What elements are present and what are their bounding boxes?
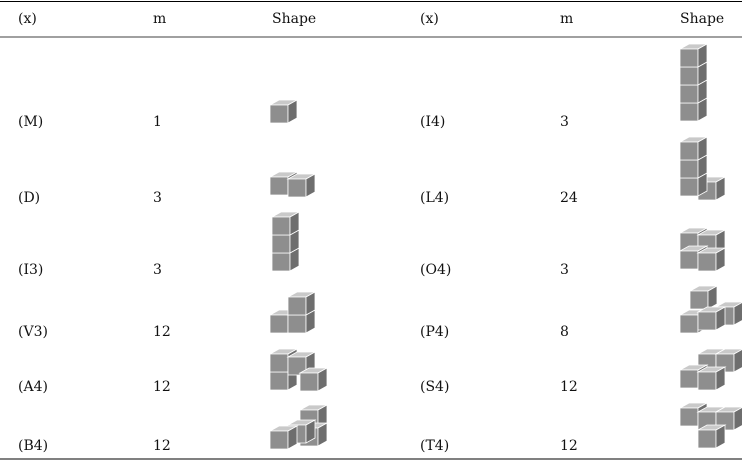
shape-label: (P4) — [420, 324, 449, 340]
header-cell: Shape — [680, 11, 724, 27]
shape-label: (T4) — [420, 438, 449, 454]
count-cell: 8 — [560, 324, 569, 340]
shape-label: (A4) — [18, 379, 48, 395]
shape-S4 — [679, 348, 742, 391]
count-cell: 12 — [560, 438, 578, 454]
header-cell: Shape — [272, 11, 316, 27]
shape-B4 — [269, 404, 328, 450]
header-cell: m — [153, 11, 166, 27]
shape-A4 — [269, 348, 328, 392]
shape-label: (B4) — [18, 438, 48, 454]
shape-I4 — [679, 43, 708, 122]
header-cell: m — [560, 11, 573, 27]
shape-label: (S4) — [420, 379, 449, 395]
shape-label: (M) — [18, 114, 43, 130]
count-cell: 12 — [153, 324, 171, 340]
shape-P4 — [679, 285, 742, 334]
shape-label: (I3) — [18, 262, 43, 278]
count-cell: 24 — [560, 190, 578, 206]
count-cell: 3 — [560, 262, 569, 278]
count-cell: 12 — [153, 379, 171, 395]
table-body: (x) m Shape (x) m Shape (M) 1 (I4) 3 (D) 3 (L4) 24 (I3… — [18, 11, 724, 454]
header-cell: (x) — [18, 11, 37, 27]
shape-L4 — [679, 136, 726, 201]
count-cell: 3 — [153, 190, 162, 206]
shape-T4 — [679, 402, 742, 449]
shape-label: (L4) — [420, 190, 449, 206]
count-cell: 12 — [153, 438, 171, 454]
shape-label: (D) — [18, 190, 40, 206]
shape-label: (I4) — [420, 114, 445, 130]
shape-O4 — [679, 227, 726, 272]
shape-V3 — [269, 291, 316, 334]
count-cell: 1 — [153, 114, 162, 130]
count-cell: 3 — [153, 262, 162, 278]
count-cell: 12 — [560, 379, 578, 395]
header-cell: (x) — [420, 11, 439, 27]
shape-M — [269, 99, 298, 124]
count-cell: 3 — [560, 114, 569, 130]
shape-I3 — [271, 211, 300, 272]
shape-label: (O4) — [420, 262, 451, 278]
shape-D — [269, 171, 316, 198]
shape-label: (V3) — [18, 324, 48, 340]
